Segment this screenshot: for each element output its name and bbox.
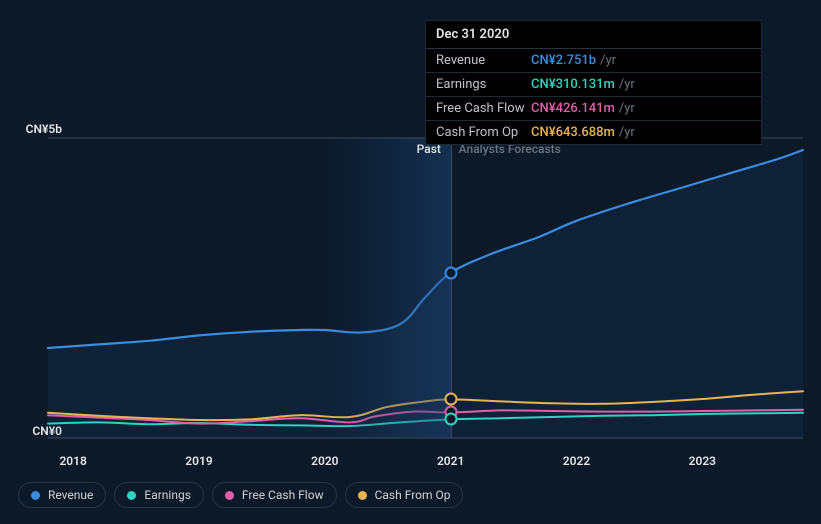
tooltip-suffix: /yr <box>619 125 635 140</box>
tooltip-date: Dec 31 2020 <box>426 21 761 49</box>
x-tick: 2018 <box>59 454 86 468</box>
legend-swatch <box>225 491 234 500</box>
chart-svg <box>48 138 803 438</box>
x-tick: 2022 <box>563 454 590 468</box>
tooltip-dot-earnings <box>444 413 457 426</box>
tooltip-dot-cfo <box>444 393 457 406</box>
legend-swatch <box>358 491 367 500</box>
legend-label: Earnings <box>144 488 191 502</box>
series-area-revenue <box>48 150 803 438</box>
legend-item-revenue[interactable]: Revenue <box>18 482 106 508</box>
tooltip-value: CN¥310.131m <box>531 77 615 92</box>
tooltip-label: Earnings <box>436 77 531 92</box>
legend-item-earnings[interactable]: Earnings <box>114 482 204 508</box>
x-tick: 2020 <box>311 454 338 468</box>
tooltip-value: CN¥2.751b <box>531 53 596 68</box>
tooltip-label: Revenue <box>436 53 531 68</box>
legend-item-fcf[interactable]: Free Cash Flow <box>212 482 337 508</box>
tooltip-label: Cash From Op <box>436 125 531 140</box>
tooltip-row: Cash From OpCN¥643.688m/yr <box>426 121 761 144</box>
tooltip-suffix: /yr <box>619 101 635 116</box>
x-tick: 2021 <box>437 454 464 468</box>
legend-label: Free Cash Flow <box>242 488 324 502</box>
legend-item-cfo[interactable]: Cash From Op <box>345 482 464 508</box>
legend-swatch <box>127 491 136 500</box>
legend-swatch <box>31 491 40 500</box>
tooltip-suffix: /yr <box>619 77 635 92</box>
tooltip-value: CN¥643.688m <box>531 125 615 140</box>
tooltip-row: RevenueCN¥2.751b/yr <box>426 49 761 73</box>
tooltip-label: Free Cash Flow <box>436 101 531 116</box>
financial-chart: CN¥5b CN¥0 Past Analysts Forecasts 20182… <box>18 118 803 473</box>
legend: Revenue Earnings Free Cash Flow Cash From O… <box>18 482 463 508</box>
tooltip-row: EarningsCN¥310.131m/yr <box>426 73 761 97</box>
tooltip-row: Free Cash FlowCN¥426.141m/yr <box>426 97 761 121</box>
tooltip-dot-revenue <box>444 266 457 279</box>
chart-tooltip: Dec 31 2020 RevenueCN¥2.751b/yrEarningsC… <box>425 20 762 145</box>
legend-label: Revenue <box>48 488 93 502</box>
x-tick: 2023 <box>689 454 716 468</box>
tooltip-value: CN¥426.141m <box>531 101 615 116</box>
plot-area[interactable]: Past Analysts Forecasts <box>48 138 803 438</box>
legend-label: Cash From Op <box>375 488 451 502</box>
tooltip-suffix: /yr <box>600 53 616 68</box>
y-tick-top: CN¥5b <box>18 122 62 136</box>
x-tick: 2019 <box>185 454 212 468</box>
